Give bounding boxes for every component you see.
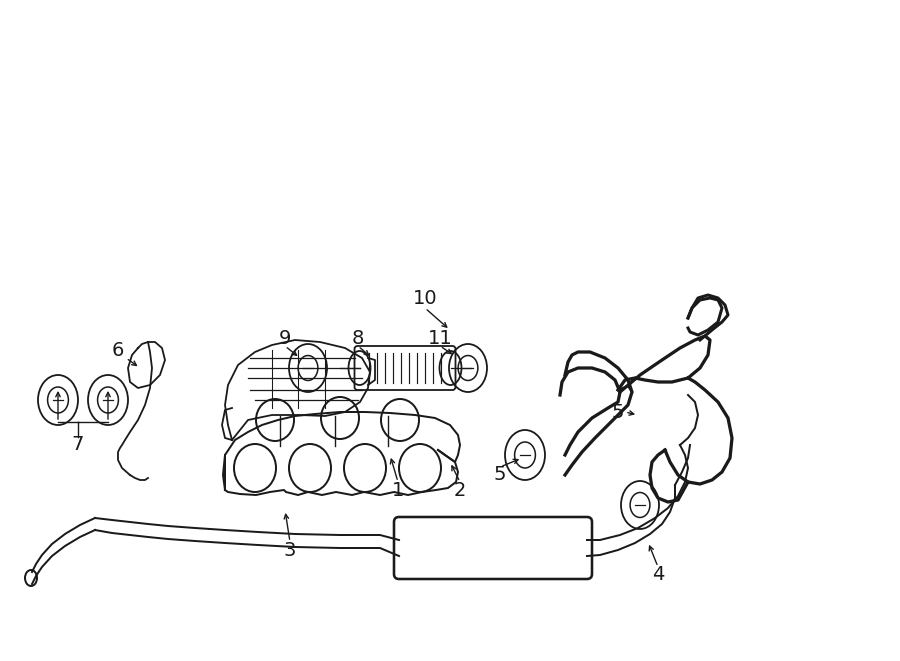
Text: 6: 6 [112, 340, 124, 360]
Text: 5: 5 [612, 403, 625, 422]
Text: 4: 4 [652, 566, 664, 584]
Text: 7: 7 [72, 436, 85, 455]
Text: 1: 1 [392, 481, 404, 500]
Text: 5: 5 [494, 465, 506, 485]
Text: 8: 8 [352, 329, 365, 348]
Text: 2: 2 [454, 481, 466, 500]
Text: 3: 3 [284, 541, 296, 559]
Text: 11: 11 [428, 329, 453, 348]
Text: 9: 9 [279, 329, 292, 348]
Text: 10: 10 [413, 288, 437, 307]
